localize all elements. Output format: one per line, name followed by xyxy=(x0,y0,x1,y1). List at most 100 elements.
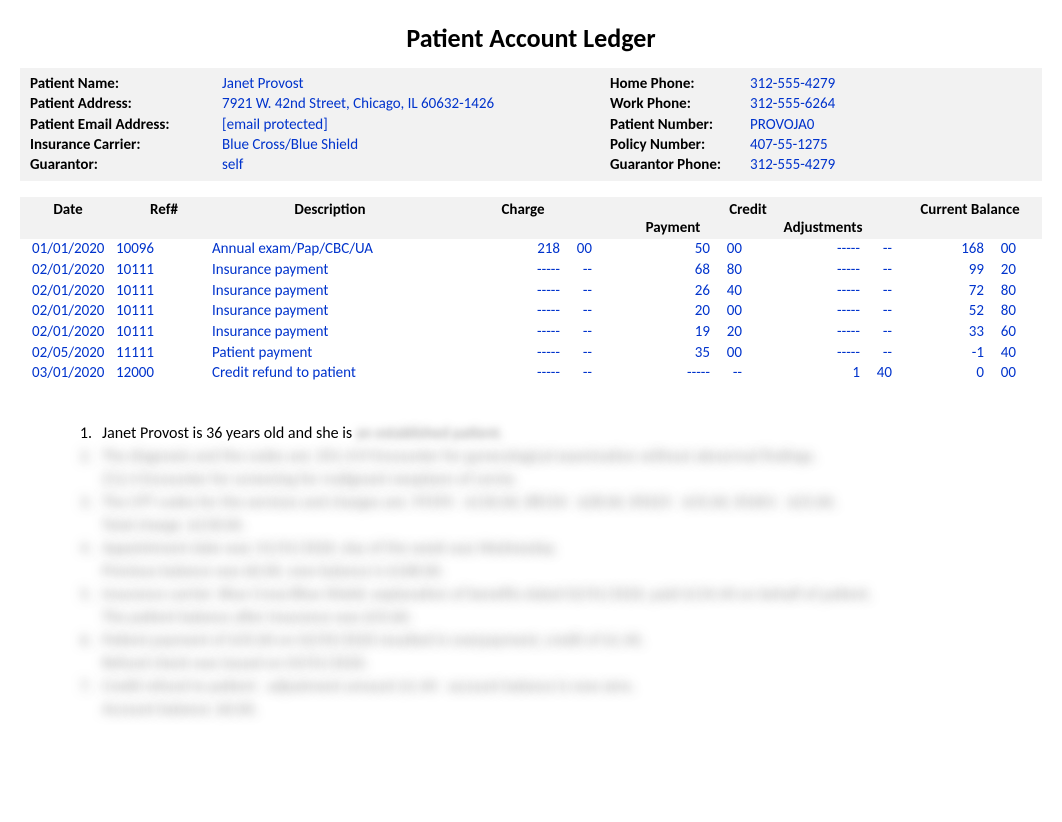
cell-ref: 10111 xyxy=(116,301,212,322)
value-home-phone: 312-555-4279 xyxy=(750,74,835,94)
hidden-q-number xyxy=(76,516,102,535)
cell-date: 02/01/2020 xyxy=(20,301,116,322)
label-patient-address: Patient Address: xyxy=(30,94,222,114)
cell-ref: 12000 xyxy=(116,363,212,384)
value-patient-address: 7921 W. 42nd Street, Chicago, IL 60632-1… xyxy=(222,94,494,114)
hidden-question-row: 3.The CPT codes for the services and cha… xyxy=(76,493,1042,512)
value-work-phone: 312-555-6264 xyxy=(750,94,835,114)
ledger-header: Date Ref# Description Charge Credit Curr… xyxy=(20,197,1042,239)
questions-section: 1. Janet Provost is 36 years old and she… xyxy=(20,424,1042,719)
cell-payment: 3500 xyxy=(598,343,748,364)
hidden-q-text: Total charge: $218.00. xyxy=(102,516,245,535)
cell-date: 02/01/2020 xyxy=(20,281,116,302)
hidden-q-text: Credit refund to patient - adjustment am… xyxy=(102,677,635,696)
header-balance: Current Balance xyxy=(898,201,1042,219)
label-home-phone: Home Phone: xyxy=(610,74,750,94)
cell-date: 02/01/2020 xyxy=(20,322,116,343)
cell-payment: 2640 xyxy=(598,281,748,302)
value-guarantor-phone: 312-555-4279 xyxy=(750,155,835,175)
info-row-address: Patient Address: 7921 W. 42nd Street, Ch… xyxy=(30,94,610,114)
hidden-question-row: Previous balance was $0.00, new balance … xyxy=(76,562,1042,581)
ledger-row: 01/01/202010096Annual exam/Pap/CBC/UA218… xyxy=(20,239,1042,260)
cell-balance: 5280 xyxy=(898,301,1042,322)
header-ref: Ref# xyxy=(116,201,212,219)
ledger-table: Date Ref# Description Charge Credit Curr… xyxy=(20,197,1042,384)
cell-adjustment: ------- xyxy=(748,343,898,364)
cell-description: Patient payment xyxy=(212,343,448,364)
hidden-question-row: The patient balance after insurance was … xyxy=(76,608,1042,627)
q1-hidden-text: an established patient. xyxy=(356,424,503,443)
hidden-q-number: 7. xyxy=(76,677,102,696)
label-patient-email: Patient Email Address: xyxy=(30,115,222,135)
hidden-q-number: 2. xyxy=(76,447,102,466)
ledger-body: 01/01/202010096Annual exam/Pap/CBC/UA218… xyxy=(20,239,1042,384)
hidden-question-row: 7.Credit refund to patient - adjustment … xyxy=(76,677,1042,696)
hidden-q-text: Appointment date was: 01/01/2020, day of… xyxy=(102,539,557,558)
cell-charge: 21800 xyxy=(448,239,598,260)
hidden-q-text: Z12.4 Encounter for screening for malign… xyxy=(102,470,517,489)
cell-payment: 6880 xyxy=(598,260,748,281)
q1-number: 1. xyxy=(76,424,102,443)
cell-description: Credit refund to patient xyxy=(212,363,448,384)
ledger-row: 02/05/202011111Patient payment -------350… xyxy=(20,343,1042,364)
hidden-q-number: 3. xyxy=(76,493,102,512)
question-1: 1. Janet Provost is 36 years old and she… xyxy=(76,424,1042,443)
info-row-guarantor-phone: Guarantor Phone: 312-555-4279 xyxy=(610,155,1032,175)
header-description: Description xyxy=(212,201,448,219)
hidden-q-number xyxy=(76,608,102,627)
hidden-q-number xyxy=(76,700,102,719)
cell-charge: ------- xyxy=(448,281,598,302)
header-charge: Charge xyxy=(448,201,598,219)
hidden-q-text: The CPT codes for the services and charg… xyxy=(102,493,837,512)
cell-charge: ------- xyxy=(448,301,598,322)
cell-charge: ------- xyxy=(448,260,598,281)
cell-payment: 2000 xyxy=(598,301,748,322)
hidden-question-row: 2.The diagnosis and the codes are: Z01.4… xyxy=(76,447,1042,466)
cell-adjustment: ------- xyxy=(748,239,898,260)
patient-info-left: Patient Name: Janet Provost Patient Addr… xyxy=(30,74,610,175)
cell-adjustment: 140 xyxy=(748,363,898,384)
cell-ref: 10111 xyxy=(116,322,212,343)
hidden-question-row: 6.Patient payment of $35.00 on 02/05/202… xyxy=(76,631,1042,650)
cell-date: 02/05/2020 xyxy=(20,343,116,364)
cell-charge: ------- xyxy=(448,363,598,384)
cell-ref: 11111 xyxy=(116,343,212,364)
hidden-q-text: Insurance carrier: Blue Cross/Blue Shiel… xyxy=(102,585,872,604)
q1-visible-text: Janet Provost is 36 years old and she is xyxy=(102,424,352,443)
info-row-name: Patient Name: Janet Provost xyxy=(30,74,610,94)
cell-adjustment: ------- xyxy=(748,281,898,302)
cell-ref: 10111 xyxy=(116,281,212,302)
cell-description: Insurance payment xyxy=(212,322,448,343)
hidden-q-number: 4. xyxy=(76,539,102,558)
header-date: Date xyxy=(20,201,116,219)
patient-info-right: Home Phone: 312-555-4279 Work Phone: 312… xyxy=(610,74,1032,175)
ledger-row: 03/01/202012000Credit refund to patient-… xyxy=(20,363,1042,384)
hidden-q-number xyxy=(76,562,102,581)
hidden-question-row: Account balance: $0.00. xyxy=(76,700,1042,719)
value-policy-number: 407-55-1275 xyxy=(750,135,828,155)
cell-payment: 5000 xyxy=(598,239,748,260)
label-work-phone: Work Phone: xyxy=(610,94,750,114)
cell-date: 02/01/2020 xyxy=(20,260,116,281)
cell-adjustment: ------- xyxy=(748,301,898,322)
hidden-q-text: Previous balance was $0.00, new balance … xyxy=(102,562,444,581)
cell-payment: ------- xyxy=(598,363,748,384)
cell-description: Insurance payment xyxy=(212,301,448,322)
cell-balance: 16800 xyxy=(898,239,1042,260)
hidden-q-number: 5. xyxy=(76,585,102,604)
hidden-q-text: Patient payment of $35.00 on 02/05/2020 … xyxy=(102,631,644,650)
info-row-guarantor: Guarantor: self xyxy=(30,155,610,175)
value-guarantor: self xyxy=(222,155,243,175)
label-patient-number: Patient Number: xyxy=(610,115,750,135)
value-patient-name: Janet Provost xyxy=(222,74,304,94)
ledger-row: 02/01/202010111Insurance payment-------2… xyxy=(20,301,1042,322)
info-row-policy-number: Policy Number: 407-55-1275 xyxy=(610,135,1032,155)
hidden-q-number xyxy=(76,654,102,673)
cell-charge: ------- xyxy=(448,322,598,343)
value-patient-email: [email protected] xyxy=(222,115,328,135)
ledger-row: 02/01/202010111Insurance payment-------1… xyxy=(20,322,1042,343)
label-guarantor: Guarantor: xyxy=(30,155,222,175)
header-adjustments: Adjustments xyxy=(748,219,898,237)
header-credit: Credit xyxy=(598,201,898,219)
hidden-question-row: Total charge: $218.00. xyxy=(76,516,1042,535)
